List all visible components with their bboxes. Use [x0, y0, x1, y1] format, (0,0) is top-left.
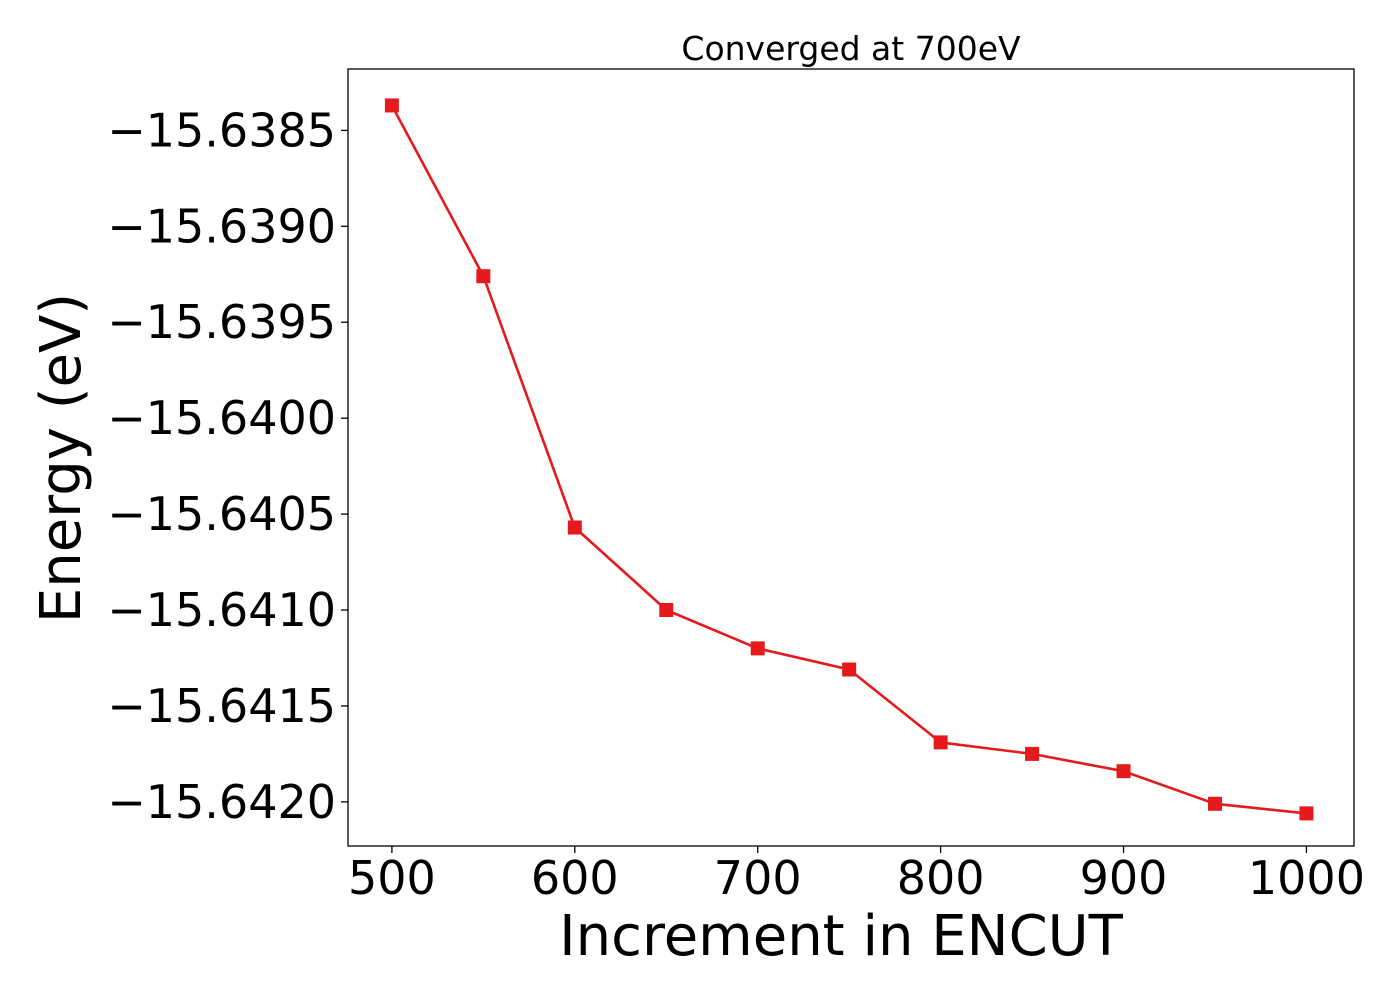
x-axis-title: Increment in ENCUT: [559, 904, 1124, 969]
data-point-marker: [567, 520, 582, 535]
y-tick-label: −15.6385: [107, 103, 336, 157]
x-tick-label: 800: [897, 851, 985, 905]
y-tick-label: −15.6400: [107, 391, 336, 445]
chart-title: Converged at 700eV: [681, 29, 1021, 68]
y-tick-label: −15.6420: [107, 775, 336, 829]
y-tick-label: −15.6415: [107, 679, 336, 733]
y-tick-label: −15.6395: [107, 295, 336, 349]
data-point-marker: [659, 603, 674, 618]
x-tick-label: 900: [1080, 851, 1168, 905]
data-point-marker: [933, 735, 948, 750]
x-axis-ticks: 500 600 700 800 900 1000: [348, 846, 1365, 905]
y-tick-label: −15.6390: [107, 199, 336, 253]
data-point-marker: [384, 98, 399, 113]
data-point-marker: [1116, 764, 1131, 779]
x-tick-label: 700: [714, 851, 802, 905]
data-point-marker: [476, 269, 491, 284]
x-tick-label: 600: [531, 851, 619, 905]
x-tick-label: 500: [348, 851, 436, 905]
series-layer: [384, 98, 1314, 821]
data-point-marker: [1299, 806, 1314, 821]
y-axis-title: Energy (eV): [29, 293, 94, 623]
data-point-marker: [750, 641, 765, 656]
data-point-marker: [1207, 796, 1222, 811]
data-point-marker: [842, 662, 857, 677]
x-tick-label: 1000: [1248, 851, 1365, 905]
y-axis-ticks: −15.6385 −15.6390 −15.6395 −15.6400 −15.6405…: [107, 103, 348, 829]
plot-area-frame: [347, 68, 1355, 847]
data-point-marker: [1025, 746, 1040, 761]
y-tick-label: −15.6405: [107, 487, 336, 541]
y-tick-label: −15.6410: [107, 583, 336, 637]
